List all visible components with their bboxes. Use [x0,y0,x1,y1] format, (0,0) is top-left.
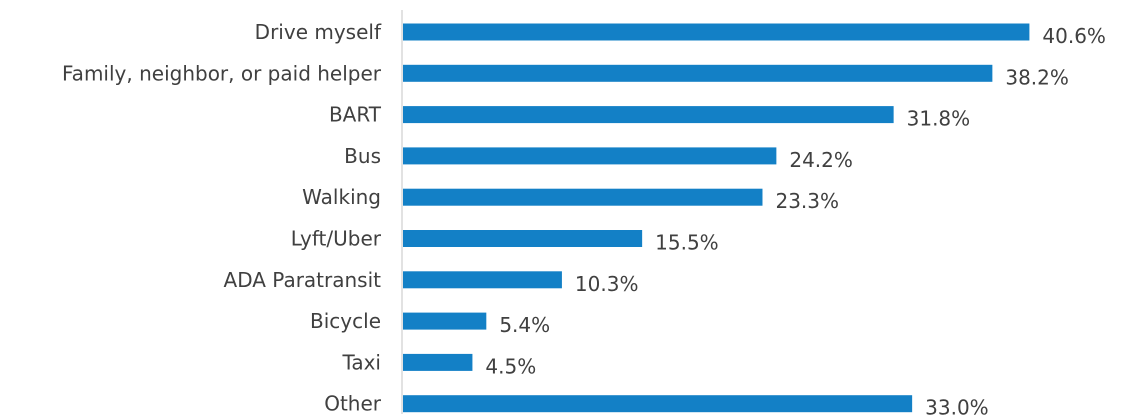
bar [403,312,487,330]
category-label: Walking [302,185,381,209]
bar [403,230,643,247]
data-label: 33.0% [925,396,989,417]
bar [403,147,777,165]
data-label: 38.2% [1005,65,1069,89]
data-label: 4.5% [485,354,536,378]
category-label: Other [324,392,382,416]
category-label: Taxi [341,350,381,374]
bar [403,395,913,413]
bar [403,188,763,206]
data-label: 24.2% [789,148,853,172]
data-label: 15.5% [655,231,719,255]
data-label: 40.6% [1042,24,1106,48]
data-label: 10.3% [575,272,639,296]
category-label: Family, neighbor, or paid helper [62,61,382,85]
data-label: 23.3% [775,189,839,213]
category-label: Bus [344,144,381,168]
category-label: BART [329,103,382,127]
category-labels: Drive myself Family, neighbor, or paid he… [62,20,382,416]
bar [403,64,993,82]
category-label: ADA Paratransit [224,268,382,292]
bar [403,353,473,371]
value-labels: 40.6% 38.2% 31.8% 24.2% 23.3% 15.5% 10.3% 5.4% 4… [485,24,1106,417]
category-label: Bicycle [310,309,381,333]
bar [403,23,1030,41]
category-label: Lyft/Uber [291,227,382,251]
category-label: Drive myself [255,20,382,44]
bars [403,23,1030,413]
bar [403,271,562,289]
bar [403,106,894,124]
data-label: 5.4% [499,313,550,337]
data-label: 31.8% [907,107,971,131]
